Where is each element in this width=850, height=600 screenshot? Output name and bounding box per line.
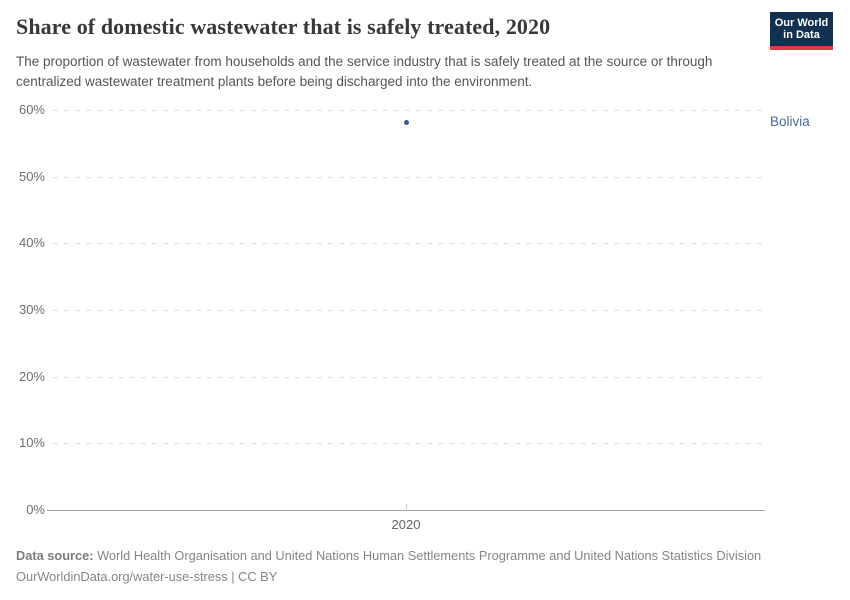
data-source-label: Data source: bbox=[16, 548, 94, 563]
gridline-60 bbox=[53, 110, 765, 111]
x-tick-label-2020: 2020 bbox=[391, 517, 421, 532]
gridline-40 bbox=[53, 243, 765, 244]
logo-line-1: Our World bbox=[774, 16, 829, 29]
y-tick-label-60: 60% bbox=[18, 102, 45, 117]
gridline-20 bbox=[53, 377, 765, 378]
data-source-text: World Health Organisation and United Nat… bbox=[93, 548, 762, 563]
y-tick-label-20: 20% bbox=[18, 369, 45, 384]
entity-label-bolivia[interactable]: Bolivia bbox=[770, 114, 810, 129]
x-axis-tick-2020 bbox=[406, 504, 407, 511]
data-source-line: Data source: World Health Organisation a… bbox=[16, 548, 761, 563]
y-tick-label-0: 0% bbox=[26, 502, 45, 517]
license-link[interactable]: OurWorldinData.org/water-use-stress | CC… bbox=[16, 569, 278, 584]
logo-line-2: in Data bbox=[783, 29, 820, 41]
gridline-10 bbox=[53, 443, 765, 444]
chart-subtitle: The proportion of wastewater from househ… bbox=[16, 54, 713, 89]
page-title: Share of domestic wastewater that is saf… bbox=[16, 14, 551, 39]
y-tick-label-50: 50% bbox=[18, 169, 45, 184]
data-point-bolivia[interactable] bbox=[404, 120, 409, 125]
gridline-50 bbox=[53, 177, 765, 178]
y-tick-label-40: 40% bbox=[18, 235, 45, 250]
y-tick-label-30: 30% bbox=[18, 302, 45, 317]
y-tick-label-10: 10% bbox=[18, 435, 45, 450]
gridline-30 bbox=[53, 310, 765, 311]
owid-logo[interactable]: Our World in Data bbox=[770, 12, 833, 50]
